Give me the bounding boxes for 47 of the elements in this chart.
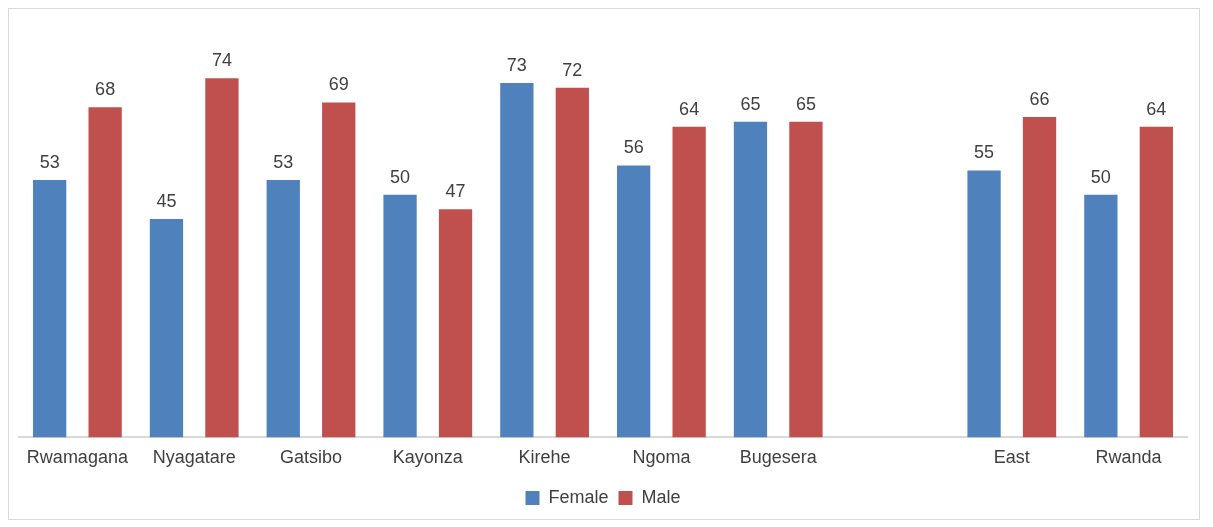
bar <box>88 107 122 438</box>
x-tick-label: Rwamagana <box>26 447 129 468</box>
bar <box>789 121 823 438</box>
bar <box>617 165 651 438</box>
x-tick-label: Gatsibo <box>279 447 343 468</box>
data-label: 47 <box>445 181 466 202</box>
data-label: 55 <box>974 142 995 163</box>
x-tick-label: Kayonza <box>392 447 464 468</box>
bar <box>438 209 473 438</box>
data-label: 68 <box>95 79 116 100</box>
legend-label: Female <box>548 486 609 507</box>
data-label: 69 <box>328 74 349 95</box>
bar <box>967 170 1001 438</box>
data-label: 64 <box>679 98 700 119</box>
data-label: 65 <box>795 93 816 114</box>
bar <box>383 194 417 438</box>
bar <box>205 78 239 438</box>
bar <box>322 102 356 438</box>
data-label: 72 <box>562 59 583 80</box>
x-tick-label: Rwanda <box>1095 447 1163 468</box>
bar <box>1084 194 1118 438</box>
data-label: 74 <box>211 50 232 71</box>
bar <box>149 218 184 438</box>
data-label: 73 <box>506 54 527 75</box>
x-tick-label: East <box>993 447 1030 468</box>
bar <box>1139 126 1173 438</box>
bar <box>672 126 706 438</box>
data-label: 50 <box>1090 166 1111 187</box>
x-tick-label: Ngoma <box>632 447 692 468</box>
bar <box>1022 116 1057 438</box>
bar <box>555 87 589 438</box>
data-label: 53 <box>273 152 294 173</box>
bar <box>266 180 300 438</box>
bar <box>500 82 534 438</box>
x-tick-label: Kirehe <box>518 447 571 468</box>
data-label: 66 <box>1029 88 1050 109</box>
x-tick-label: Nyagatare <box>152 447 236 468</box>
data-label: 53 <box>39 152 60 173</box>
data-label: 56 <box>623 137 644 158</box>
bar <box>733 121 768 438</box>
legend-label: Male <box>641 486 681 507</box>
bar <box>33 180 67 438</box>
x-tick-label: Bugesera <box>739 447 818 468</box>
data-label: 50 <box>390 166 411 187</box>
data-label: 64 <box>1146 98 1167 119</box>
data-label: 45 <box>156 190 177 211</box>
data-label: 65 <box>740 93 761 114</box>
